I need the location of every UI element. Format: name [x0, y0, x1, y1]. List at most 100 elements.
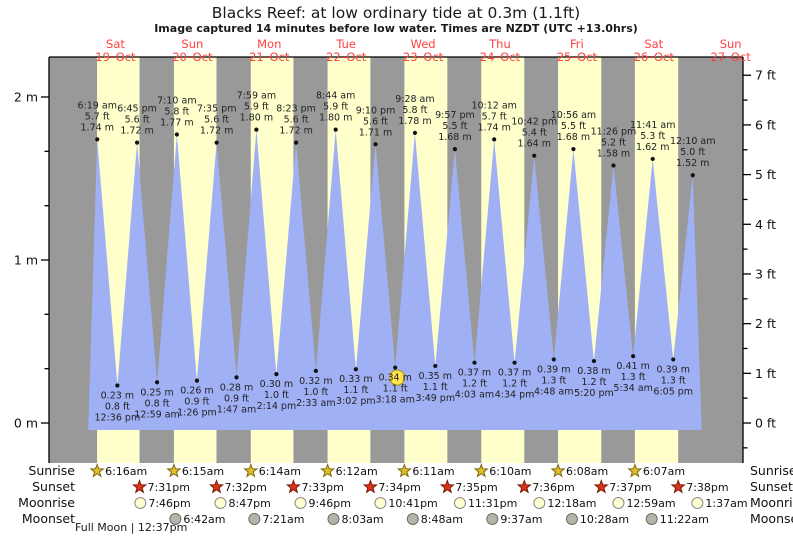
- low-tide-time: 4:48 am: [534, 386, 573, 397]
- right-axis-tick-label: 2 ft: [755, 316, 776, 331]
- low-tide-time: 2:33 am: [296, 398, 335, 409]
- high-tide-metres: 1.64 m: [518, 139, 551, 150]
- high-tide-dot: [492, 137, 497, 142]
- moonrise-time: 1:37am: [705, 497, 747, 510]
- high-tide-dot: [650, 156, 655, 162]
- high-tide-dot: [294, 140, 299, 145]
- sunrise-row-label-left: Sunrise: [28, 463, 75, 478]
- high-tide-metres: 1.80 m: [319, 113, 352, 124]
- high-tide-dot: [95, 137, 100, 142]
- low-tide-feet: 1.0 ft: [303, 387, 328, 398]
- sunset-time: 7:37pm: [609, 481, 651, 494]
- high-tide-dot: [254, 127, 259, 132]
- moonset-circle-icon: [327, 513, 340, 525]
- plot-frame-and-axes: 0 m 1 m 2 m 0 ft 1 ft 2 ft 3 ft 4 ft 5 ft 6 ft 7 f…: [14, 56, 776, 463]
- low-tide-dot: [234, 375, 239, 380]
- high-tide-metres: 1.72 m: [279, 126, 312, 137]
- sunset-star-icon: [670, 479, 686, 494]
- low-tide-feet: 0.9 ft: [224, 393, 249, 404]
- day-name-label: Thu: [488, 37, 511, 51]
- right-axis-tick-label: 6 ft: [755, 117, 776, 132]
- day-date-label: 25–Oct: [557, 50, 598, 64]
- sunset-time: 7:38pm: [686, 481, 728, 494]
- high-tide-metres: 1.52 m: [676, 158, 709, 169]
- right-axis-tick-label: 3 ft: [755, 266, 776, 281]
- low-tide-metres: 0.39 m: [657, 364, 690, 375]
- high-tide-time: 9:28 am: [395, 94, 434, 105]
- low-tide-feet: 1.1 ft: [423, 382, 448, 393]
- high-tide-feet: 5.6 ft: [284, 115, 309, 126]
- low-tide-metres: 0.33 m: [339, 374, 372, 385]
- high-tide-feet: 5.2 ft: [601, 137, 626, 148]
- right-axis-tick-label: 7 ft: [755, 68, 776, 83]
- moonrise-time: 8:47pm: [228, 497, 270, 510]
- low-tide-time: 2:14 pm: [257, 401, 297, 412]
- high-tide-metres: 1.68 m: [438, 132, 471, 143]
- day-date-label: 23–Oct: [403, 50, 444, 64]
- moonrise-circle-icon: [294, 497, 307, 509]
- sunrise-star-icon: [166, 463, 182, 478]
- moonrise-circle-icon: [374, 497, 387, 509]
- low-tide-metres: 0.37 m: [498, 368, 531, 379]
- day-name-label: Tue: [335, 37, 356, 51]
- day-name-label: Sat: [106, 37, 125, 51]
- sunset-time: 7:32pm: [224, 481, 266, 494]
- low-tide-dot: [671, 357, 676, 362]
- low-tide-dot: [512, 360, 517, 365]
- low-tide-metres: 0.28 m: [220, 382, 253, 393]
- low-tide-feet: 1.3 ft: [541, 375, 566, 386]
- day-date-label: 24–Oct: [480, 50, 521, 64]
- high-tide-metres: 1.80 m: [240, 113, 273, 124]
- sunset-time: 7:34pm: [378, 481, 420, 494]
- day-name-label: Sun: [181, 37, 203, 51]
- left-axis-tick-label: 1 m: [14, 253, 38, 268]
- high-tide-dot: [373, 142, 378, 147]
- low-tide-dot: [472, 360, 477, 365]
- moonset-row-label-left: Moonset: [22, 511, 75, 526]
- sunset-star-icon: [285, 479, 301, 494]
- moonrise-time: 12:18am: [547, 497, 596, 510]
- sunset-star-icon: [439, 479, 455, 494]
- low-tide-feet: 0.8 ft: [105, 402, 130, 413]
- high-tide-dot: [333, 127, 338, 132]
- moon-phase-footnote: Full Moon | 12:37pm: [75, 521, 187, 534]
- sunrise-time: 6:12am: [336, 465, 378, 478]
- day-date-label: 26–Oct: [634, 50, 675, 64]
- moonrise-circle-icon: [612, 497, 625, 509]
- sunrise-time: 6:15am: [182, 465, 224, 478]
- moonrise-circle-icon: [453, 497, 466, 509]
- high-tide-metres: 1.72 m: [120, 126, 153, 137]
- moonset-circle-icon: [406, 513, 419, 525]
- moonset-circle-icon: [248, 513, 261, 525]
- high-tide-metres: 1.74 m: [477, 122, 510, 133]
- low-tide-dot: [194, 378, 200, 383]
- right-axis-tick-label: 4 ft: [755, 217, 776, 232]
- low-tide-dot: [313, 368, 318, 373]
- low-tide-dot: [154, 380, 160, 385]
- sunrise-star-icon: [473, 463, 489, 478]
- high-tide-time: 11:41 am: [630, 120, 675, 131]
- day-date-label: 20–Oct: [172, 50, 213, 64]
- sunset-row-label-left: Sunset: [32, 479, 75, 494]
- low-tide-time: 5:34 am: [613, 383, 652, 394]
- current-time-marker: [389, 369, 406, 386]
- moonset-circle-icon: [486, 513, 499, 525]
- day-date-label: 27–Oct: [711, 50, 752, 64]
- low-tide-feet: 1.0 ft: [264, 390, 289, 401]
- low-tide-metres: 0.25 m: [140, 387, 173, 398]
- low-tide-time: 4:34 pm: [495, 390, 535, 401]
- high-tide-feet: 5.8 ft: [164, 106, 189, 117]
- high-tide-time: 10:12 am: [471, 100, 516, 111]
- moonrise-row-label-left: Moonrise: [18, 495, 75, 510]
- high-tide-feet: 5.6 ft: [125, 115, 150, 126]
- moonset-circle-icon: [645, 513, 658, 525]
- low-tide-metres: 0.37 m: [458, 368, 491, 379]
- moonrise-row-label-right: Moonrise: [750, 495, 793, 510]
- sunset-row-label-right: Sunset: [750, 479, 793, 494]
- moonset-circle-icon: [565, 513, 578, 525]
- low-tide-time: 3:49 pm: [415, 393, 455, 404]
- sunset-star-icon: [516, 479, 532, 494]
- moonset-time: 8:48am: [421, 513, 463, 526]
- high-tide-time: 7:10 am: [157, 95, 196, 106]
